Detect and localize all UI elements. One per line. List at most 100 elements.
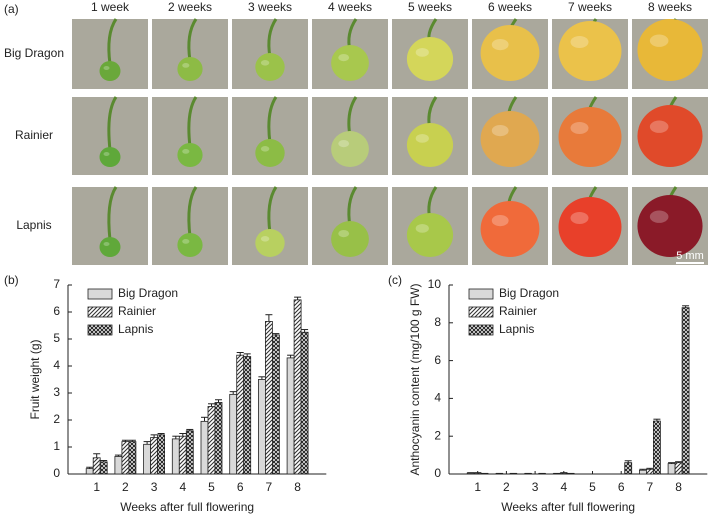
panel-label: (b): [4, 273, 19, 287]
bar: [185, 430, 194, 475]
y-tick-label: 0: [53, 466, 60, 480]
fruit: [637, 105, 703, 167]
y-tick-label: 7: [53, 277, 60, 291]
fruit-highlight: [415, 134, 429, 143]
fruit-stem: [267, 186, 278, 234]
row-label: Big Dragon: [4, 46, 64, 60]
bar: [559, 472, 568, 475]
column-header: 2 weeks: [168, 0, 212, 14]
y-tick-label: 10: [428, 277, 442, 291]
legend-swatch: [468, 306, 494, 318]
fruit-highlight: [570, 36, 589, 48]
bar: [207, 406, 216, 475]
column-header: 7 weeks: [568, 0, 612, 14]
x-tick-label: 5: [589, 480, 596, 494]
fruit: [99, 61, 121, 81]
y-axis-label: Anthocyanin content (mg/100 g FW): [408, 283, 422, 475]
x-tick-label: 8: [294, 480, 301, 494]
fruit: [99, 237, 121, 257]
bar: [236, 354, 245, 475]
fruit-stem: [107, 186, 118, 241]
fruit: [255, 139, 285, 167]
fruit: [480, 25, 540, 81]
fruit: [637, 19, 703, 81]
fruit-highlight: [103, 152, 110, 156]
fruit-highlight: [182, 149, 190, 154]
column-header: 5 weeks: [408, 0, 452, 14]
fruit-stem: [187, 96, 198, 147]
column-header: 4 weeks: [328, 0, 372, 14]
fruit-highlight: [338, 54, 350, 62]
fruit-highlight: [649, 34, 669, 47]
fruit-highlight: [491, 39, 509, 51]
legend-label: Rainier: [118, 304, 156, 318]
bar: [674, 462, 683, 475]
fruit-highlight: [649, 120, 669, 133]
x-axis-label: Weeks after full flowering: [120, 500, 254, 514]
column-header: 8 weeks: [648, 0, 692, 14]
bar: [264, 321, 273, 475]
fruit: [177, 143, 203, 167]
fruit-highlight: [649, 210, 669, 223]
bar: [150, 437, 159, 475]
x-tick-label: 2: [503, 480, 510, 494]
column-header: 6 weeks: [488, 0, 532, 14]
fruit-highlight: [103, 242, 110, 246]
panel-label: (c): [388, 273, 402, 287]
x-tick-label: 2: [122, 480, 129, 494]
bar: [300, 331, 309, 475]
fruit-highlight: [338, 140, 350, 148]
x-tick-label: 8: [675, 480, 682, 494]
fruit: [406, 213, 454, 257]
x-tick-label: 6: [237, 480, 244, 494]
x-tick-label: 7: [647, 480, 654, 494]
fruit-highlight: [338, 230, 350, 238]
y-tick-label: 6: [53, 304, 60, 318]
y-tick-label: 4: [434, 391, 441, 405]
fruit-stem: [107, 96, 118, 151]
bar: [293, 299, 302, 475]
y-tick-label: 5: [53, 331, 60, 345]
bar: [646, 468, 654, 475]
fruit-stem: [187, 18, 198, 61]
fruit: [177, 233, 203, 257]
bar: [143, 443, 152, 475]
fruit: [406, 37, 454, 81]
fruit: [480, 111, 540, 167]
bar: [257, 379, 266, 475]
fruit: [406, 123, 454, 167]
fruit: [558, 21, 622, 81]
fruit-highlight: [260, 60, 270, 66]
fruit: [255, 229, 285, 257]
bar: [92, 457, 101, 475]
bar: [85, 468, 94, 475]
bar: [200, 420, 209, 475]
y-tick-label: 4: [53, 358, 60, 372]
fruit: [255, 53, 285, 81]
bar: [178, 435, 187, 475]
bar: [653, 420, 661, 475]
bar: [121, 441, 130, 475]
bar: [466, 472, 475, 475]
column-header: 1 week: [91, 0, 130, 14]
fruit-highlight: [491, 125, 509, 137]
y-axis-label: Fruit weight (g): [28, 339, 42, 419]
fruit-highlight: [182, 63, 190, 68]
legend-label: Lapnis: [499, 322, 534, 336]
bar: [214, 402, 223, 475]
fruit: [558, 107, 622, 167]
fruit: [177, 57, 203, 81]
y-tick-label: 8: [434, 315, 441, 329]
fruit-highlight: [570, 122, 589, 134]
fruit-highlight: [415, 224, 429, 233]
bar: [114, 456, 123, 475]
bar: [473, 472, 482, 475]
fruit-stem: [187, 186, 198, 237]
bar: [243, 356, 252, 475]
fruit-highlight: [491, 215, 509, 227]
fruit-highlight: [260, 236, 270, 242]
row-label: Lapnis: [16, 218, 51, 232]
fruit: [331, 45, 369, 81]
row-label: Rainier: [15, 128, 53, 142]
